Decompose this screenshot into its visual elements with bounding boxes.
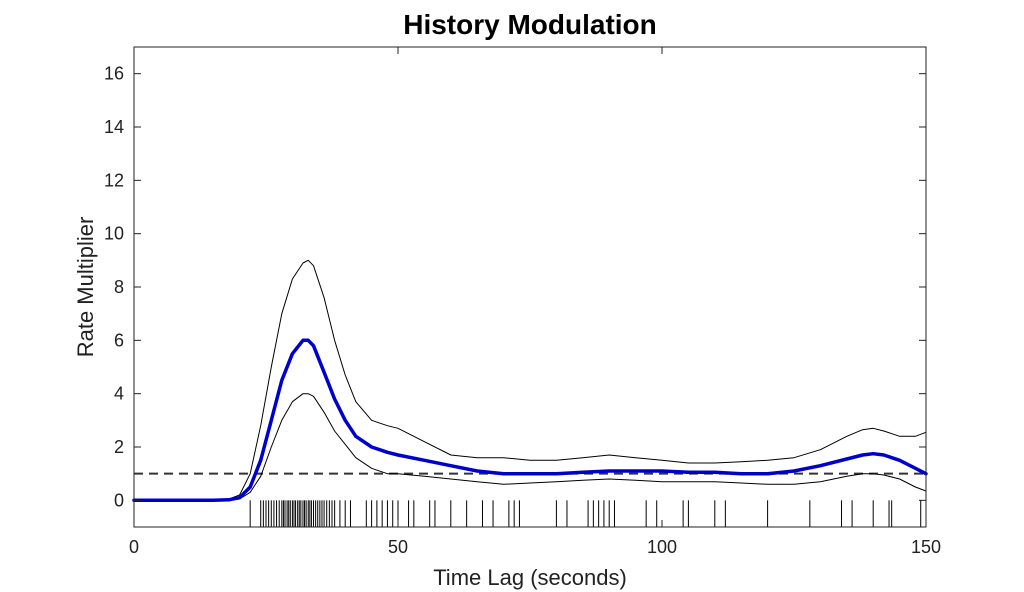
y-tick-label: 6	[114, 330, 124, 350]
chart-title: History Modulation	[403, 9, 657, 40]
tick-layer: 0 50 100 150 0 2 4 6 8 10 12 14 16	[104, 47, 941, 557]
x-axis-label: Time Lag (seconds)	[433, 565, 627, 590]
series-line-lower-bound	[133, 393, 927, 501]
y-tick-label: 2	[114, 437, 124, 457]
series-layer	[132, 259, 928, 503]
spike-rug	[249, 500, 922, 527]
x-tick-label: 0	[129, 537, 139, 557]
y-tick-label: 4	[114, 384, 124, 404]
series-line-upper-bound	[133, 259, 927, 501]
y-tick-label: 0	[114, 490, 124, 510]
y-tick-label: 8	[114, 277, 124, 297]
x-tick-label: 100	[647, 537, 677, 557]
series-line-estimate	[132, 338, 928, 503]
y-axis-label: Rate Multiplier	[73, 217, 98, 358]
plot-frame	[133, 46, 927, 528]
x-tick-label: 150	[911, 537, 941, 557]
y-tick-label: 10	[104, 224, 124, 244]
y-tick-label: 14	[104, 117, 124, 137]
x-tick-label: 50	[388, 537, 408, 557]
y-tick-label: 12	[104, 170, 124, 190]
plot-area	[134, 47, 926, 527]
y-tick-label: 16	[104, 64, 124, 84]
